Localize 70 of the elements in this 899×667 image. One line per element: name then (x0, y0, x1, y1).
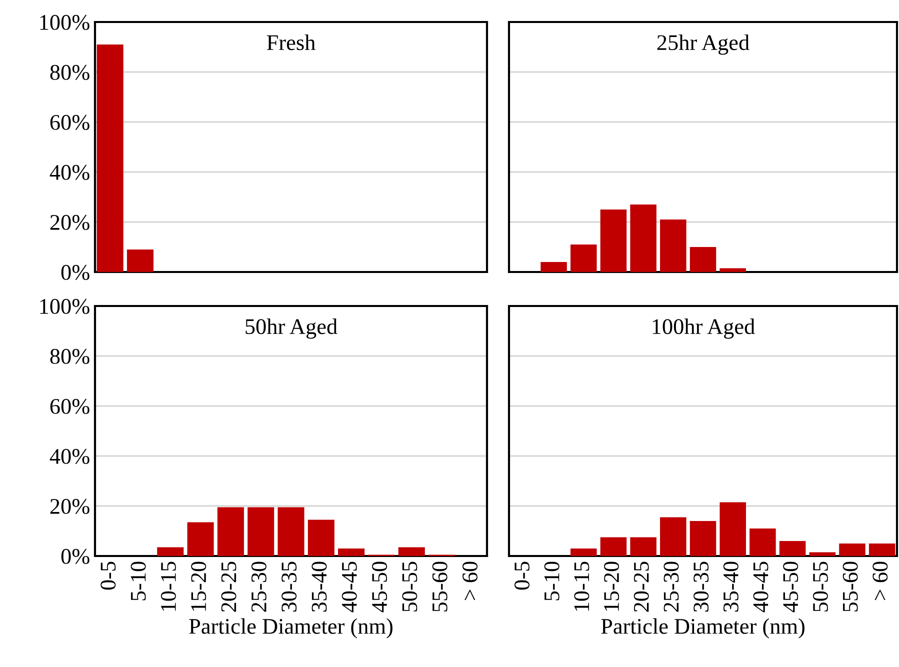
text: 25hr Aged (657, 34, 750, 55)
bar (540, 262, 567, 272)
bar (630, 204, 656, 272)
bar (217, 507, 244, 556)
bar (278, 507, 304, 556)
y-tick-label: 0% (61, 548, 90, 564)
x-tick-label: 20-25 (634, 562, 649, 612)
y-tick-label: 60% (50, 114, 90, 130)
x-tick-label: > 60 (872, 562, 888, 600)
x-tick-label: 55-60 (432, 562, 448, 612)
bar (750, 528, 776, 556)
bar (660, 220, 686, 272)
y-tick-label: 40% (50, 164, 90, 180)
chart-title: Fresh (266, 34, 316, 50)
x-tick-label: 0-5 (514, 562, 530, 590)
bar (570, 244, 597, 272)
x-tick-label: 50-55 (812, 562, 828, 612)
x-tick-label: 45-50 (783, 562, 798, 612)
x-tick-label: 15-20 (191, 562, 206, 611)
bar (720, 502, 746, 556)
x-tick-label: 5-10 (130, 562, 146, 600)
bar (630, 537, 656, 556)
bar (157, 547, 184, 556)
x-tick-label: > 60 (462, 562, 478, 600)
bar (600, 537, 627, 556)
bar (809, 552, 836, 556)
bar (660, 517, 686, 556)
bar (839, 544, 866, 556)
x-tick-label: 30-35 (694, 562, 709, 612)
bar (779, 541, 806, 556)
x-tick-label: 30-35 (282, 562, 297, 612)
bar (600, 210, 627, 272)
bar (187, 522, 214, 556)
bar (308, 520, 334, 556)
x-axis-title: Particle Diameter (nm) (601, 618, 804, 638)
y-tick-label: 40% (50, 448, 90, 464)
x-tick-label: 25-30 (664, 562, 679, 612)
x-tick-label: 25-30 (251, 562, 266, 612)
y-tick-label: 80% (50, 64, 90, 80)
bar (338, 548, 365, 556)
x-tick-label: 45-50 (372, 562, 388, 612)
y-tick-label: 20% (50, 498, 90, 514)
x-axis-title: Particle Diameter (nm) (189, 618, 392, 638)
x-tick-label: 20-25 (221, 562, 236, 612)
x-tick-label: 55-60 (842, 562, 858, 612)
bar (690, 247, 716, 272)
x-tick-label: 35-40 (312, 562, 327, 612)
y-tick-label: 60% (50, 398, 90, 414)
bar (868, 544, 896, 556)
bar (570, 548, 597, 556)
y-tick-label: 100% (40, 298, 90, 314)
x-tick-label: 10-15 (160, 562, 176, 611)
y-tick-label: 20% (50, 214, 90, 230)
x-tick-label: 5-10 (544, 562, 560, 600)
y-tick-label: 80% (50, 348, 90, 364)
text: 50hr Aged (246, 318, 338, 339)
x-tick-label: 40-45 (342, 562, 357, 612)
x-tick-label: 50-55 (402, 562, 418, 612)
x-tick-label: 15-20 (604, 562, 620, 611)
x-tick-label: 10-15 (574, 562, 590, 611)
text: 100hr Aged (652, 318, 755, 339)
bar (690, 521, 716, 556)
x-tick-label: 35-40 (723, 562, 738, 612)
bar (720, 268, 746, 272)
bar (248, 507, 274, 556)
x-tick-label: 40-45 (753, 562, 768, 612)
x-tick-label: 0-5 (100, 562, 116, 590)
bar (398, 547, 425, 556)
y-tick-label: 0% (61, 264, 90, 280)
y-tick-label: 100% (40, 14, 90, 30)
